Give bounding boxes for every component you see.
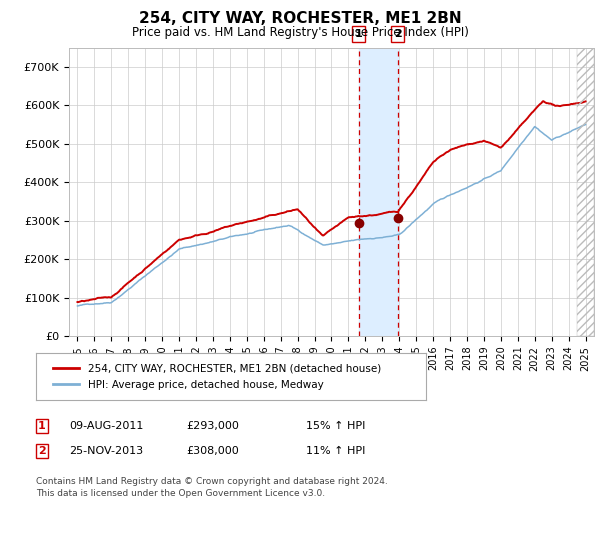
Text: 15% ↑ HPI: 15% ↑ HPI xyxy=(306,421,365,431)
Text: 25-NOV-2013: 25-NOV-2013 xyxy=(69,446,143,456)
Text: 1: 1 xyxy=(38,421,46,431)
Text: Contains HM Land Registry data © Crown copyright and database right 2024.
This d: Contains HM Land Registry data © Crown c… xyxy=(36,477,388,498)
Text: 2: 2 xyxy=(38,446,46,456)
Text: 09-AUG-2011: 09-AUG-2011 xyxy=(69,421,143,431)
Text: £293,000: £293,000 xyxy=(186,421,239,431)
Text: £308,000: £308,000 xyxy=(186,446,239,456)
Text: Price paid vs. HM Land Registry's House Price Index (HPI): Price paid vs. HM Land Registry's House … xyxy=(131,26,469,39)
Text: 254, CITY WAY, ROCHESTER, ME1 2BN: 254, CITY WAY, ROCHESTER, ME1 2BN xyxy=(139,11,461,26)
Text: 11% ↑ HPI: 11% ↑ HPI xyxy=(306,446,365,456)
Bar xyxy=(359,48,398,336)
Text: 2: 2 xyxy=(394,29,401,39)
Text: 1: 1 xyxy=(355,29,362,39)
Legend: 254, CITY WAY, ROCHESTER, ME1 2BN (detached house), HPI: Average price, detached: 254, CITY WAY, ROCHESTER, ME1 2BN (detac… xyxy=(49,360,385,394)
